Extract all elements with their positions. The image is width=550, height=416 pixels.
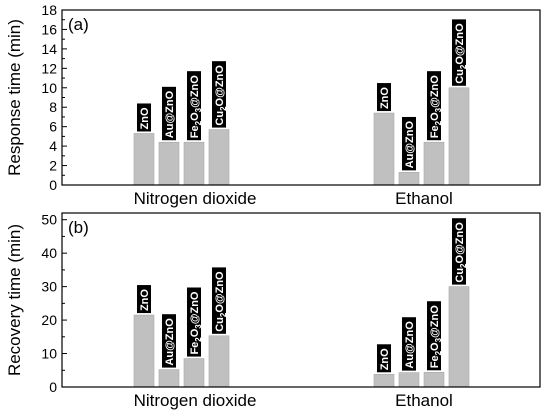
bar bbox=[373, 373, 395, 388]
bar bbox=[373, 112, 395, 186]
bar-label-frame bbox=[212, 61, 226, 128]
bar-label-frame bbox=[402, 116, 416, 171]
category-label: Ethanol bbox=[395, 189, 453, 208]
y-tick-label: 2 bbox=[49, 158, 57, 174]
bar-label-frame bbox=[377, 344, 391, 373]
bar-label-frame bbox=[162, 314, 176, 368]
bar-label: ZnO bbox=[139, 289, 151, 311]
bar-label: Au@ZnO bbox=[404, 121, 416, 169]
y-tick-label: 4 bbox=[49, 138, 57, 154]
y-tick-label: 20 bbox=[41, 312, 57, 328]
category-label: Nitrogen dioxide bbox=[134, 189, 257, 208]
bar-label: Fe2​O3​@ZnO bbox=[189, 75, 203, 138]
bar bbox=[183, 141, 205, 186]
panel-a: (a) Response time (min) ZnO ZnO Au@ZnO Au@Z… bbox=[5, 2, 541, 208]
bar bbox=[423, 371, 445, 388]
bar-label-frame bbox=[187, 287, 201, 357]
y-axis-title-a: Response time (min) bbox=[5, 19, 24, 176]
bar-label: Au@ZnO bbox=[164, 318, 176, 366]
y-tick-label: 12 bbox=[41, 60, 57, 76]
bar-label: Fe2​O3​@ZnO bbox=[429, 305, 443, 368]
bar-label: Au@ZnO bbox=[164, 90, 176, 138]
bar-label: Cu2​O@ZnO bbox=[454, 23, 468, 84]
category-label: Ethanol bbox=[395, 391, 453, 410]
y-tick-label: 0 bbox=[49, 177, 57, 193]
bar-label-frame bbox=[187, 71, 201, 141]
bar bbox=[398, 372, 420, 388]
y-tick-label: 16 bbox=[41, 21, 57, 37]
bar bbox=[398, 172, 420, 186]
category-label: Nitrogen dioxide bbox=[134, 391, 257, 410]
bar-label: Au@ZnO bbox=[404, 321, 416, 369]
bar bbox=[158, 369, 180, 388]
y-tick-label: 10 bbox=[41, 80, 57, 96]
y-tick-label: 50 bbox=[41, 212, 57, 228]
bar-label: Fe2​O3​@ZnO bbox=[429, 75, 443, 138]
y-axis-title-b: Recovery time (min) bbox=[5, 224, 24, 376]
bar-label: ZnO bbox=[379, 348, 391, 370]
y-tick-label: 0 bbox=[49, 379, 57, 395]
y-tick-label: 6 bbox=[49, 119, 57, 135]
y-tick-label: 8 bbox=[49, 99, 57, 115]
bar bbox=[183, 358, 205, 388]
bar bbox=[133, 314, 155, 388]
panel-label-b: (b) bbox=[68, 218, 89, 237]
bar-label: Cu2​O@ZnO bbox=[454, 222, 468, 283]
bar-label: Fe2​O3​@ZnO bbox=[189, 291, 203, 354]
bar bbox=[133, 133, 155, 186]
bar bbox=[448, 87, 470, 186]
bar-label-frame bbox=[137, 103, 151, 132]
bar bbox=[208, 129, 230, 186]
bar bbox=[423, 141, 445, 186]
bar-label-frame bbox=[427, 301, 441, 371]
bar-label-frame bbox=[427, 71, 441, 141]
bar-label: Cu2​O@ZnO bbox=[214, 65, 228, 126]
bar bbox=[448, 286, 470, 388]
bar bbox=[158, 141, 180, 186]
bar-label-frame bbox=[162, 86, 176, 141]
bar-label-frame bbox=[377, 83, 391, 112]
panel-b: (b) Recovery time (min) ZnO ZnO Au@ZnO Au@Z… bbox=[5, 212, 541, 410]
bar bbox=[208, 335, 230, 388]
bar-label-frame bbox=[212, 267, 226, 334]
y-tick-label: 14 bbox=[41, 41, 57, 57]
y-tick-label: 30 bbox=[41, 279, 57, 295]
bar-label-frame bbox=[452, 218, 466, 285]
bar-label-frame bbox=[137, 285, 151, 314]
bar-label: Cu2​O@ZnO bbox=[214, 271, 228, 332]
panel-label-a: (a) bbox=[68, 15, 89, 34]
bar-label: ZnO bbox=[139, 107, 151, 129]
bar-label-frame bbox=[452, 19, 466, 86]
bar-label: ZnO bbox=[379, 87, 391, 109]
plot-frame bbox=[61, 212, 541, 388]
bar-label-frame bbox=[402, 317, 416, 371]
y-tick-label: 40 bbox=[41, 245, 57, 261]
y-tick-label: 18 bbox=[41, 2, 57, 18]
y-tick-label: 10 bbox=[41, 346, 57, 362]
